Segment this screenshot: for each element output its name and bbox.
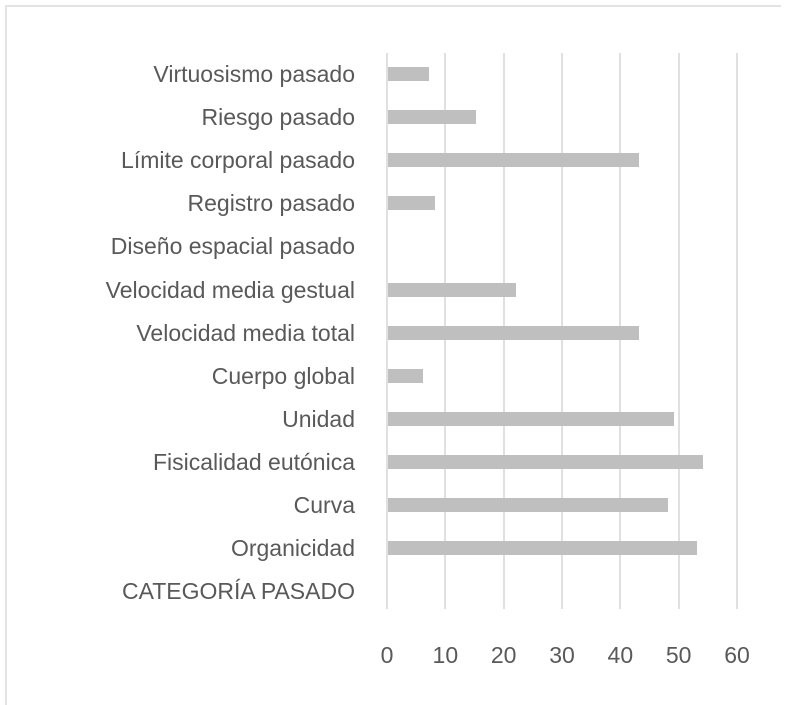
category-label: Curva [293, 492, 355, 518]
bar [388, 196, 435, 211]
category-label: Unidad [282, 405, 355, 432]
x-tick-label: 0 [380, 642, 394, 668]
bar [388, 282, 517, 297]
category-label: CATEGORÍA PASADO [121, 578, 355, 605]
category-label: Velocidad media total [136, 319, 355, 346]
category-label: Registro pasado [187, 190, 356, 217]
gridline [386, 53, 388, 609]
category-label: Riesgo pasado [201, 104, 355, 131]
category-label: Fisicalidad eutónica [152, 448, 355, 475]
bar [388, 153, 639, 168]
category-label: Diseño espacial pasado [110, 233, 355, 260]
category-label: Límite corporal pasado [121, 147, 355, 174]
category-label: Organicidad [230, 535, 355, 562]
bar [388, 110, 476, 125]
chart-frame [5, 5, 781, 705]
x-tick-label: 30 [549, 642, 575, 668]
category-label: Cuerpo global [211, 362, 355, 389]
bar [388, 498, 668, 512]
x-tick-label: 60 [724, 642, 750, 668]
plot-area [386, 53, 738, 609]
x-tick-label: 50 [665, 642, 692, 668]
gridline [677, 53, 680, 609]
gridline [736, 53, 738, 609]
x-tick-label: 40 [607, 642, 634, 668]
bar [388, 411, 674, 426]
bar [388, 67, 429, 81]
category-label: Virtuosismo pasado [153, 61, 355, 87]
x-tick-label: 10 [432, 642, 459, 668]
bar [388, 454, 703, 469]
bar [388, 541, 698, 556]
category-label: Velocidad media gestual [105, 276, 355, 303]
x-tick-label: 20 [490, 642, 517, 668]
bar [388, 325, 639, 340]
bar [388, 368, 423, 383]
